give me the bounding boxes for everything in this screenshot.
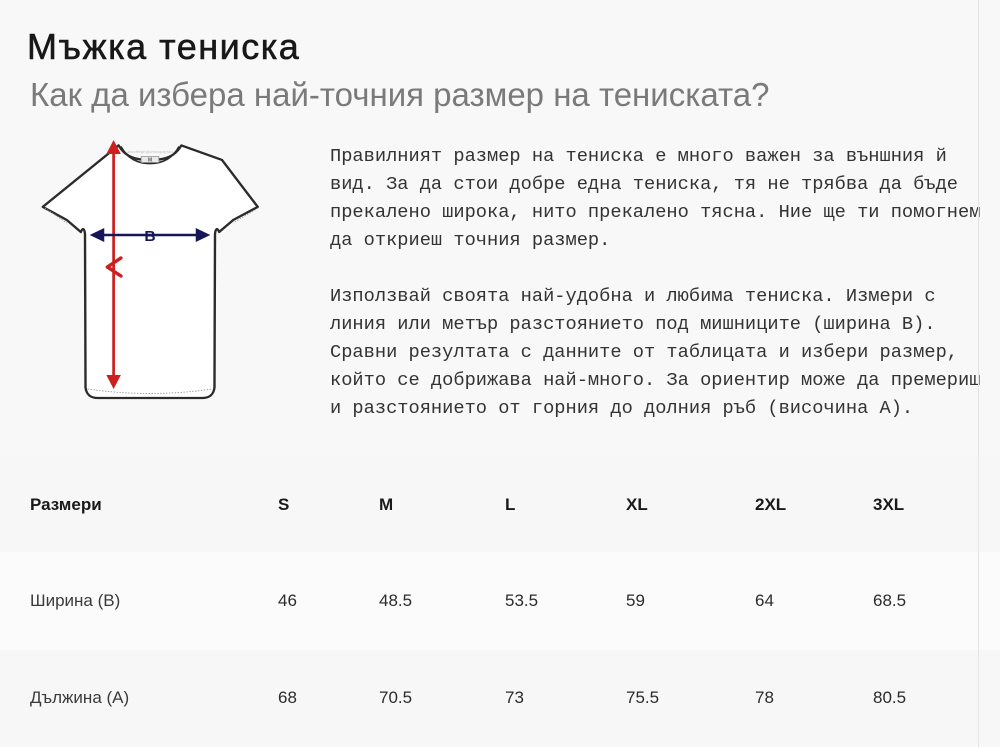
- svg-text:B: B: [144, 228, 155, 245]
- svg-text:M: M: [148, 157, 152, 163]
- svg-text:abcdefghijklmnopqrstu: abcdefghijklmnopqrstu: [127, 149, 174, 154]
